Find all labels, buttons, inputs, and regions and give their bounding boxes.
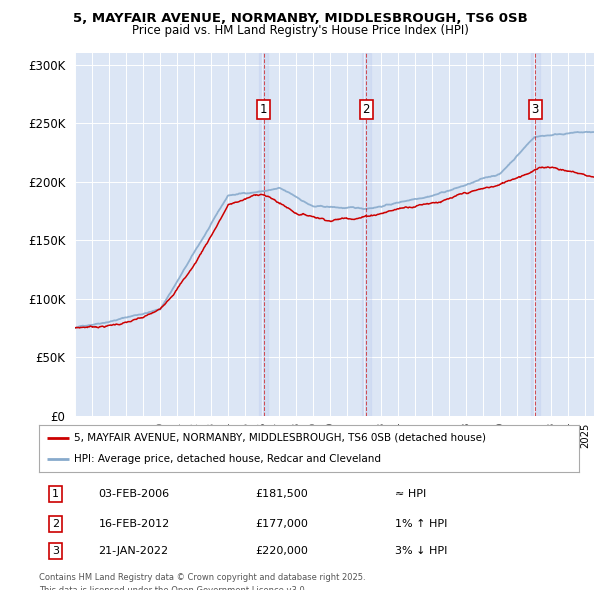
Text: ≈ HPI: ≈ HPI — [395, 489, 427, 499]
Text: 1: 1 — [52, 489, 59, 499]
Text: 2: 2 — [362, 103, 370, 116]
Text: 5, MAYFAIR AVENUE, NORMANBY, MIDDLESBROUGH, TS6 0SB (detached house): 5, MAYFAIR AVENUE, NORMANBY, MIDDLESBROU… — [74, 432, 486, 442]
Text: HPI: Average price, detached house, Redcar and Cleveland: HPI: Average price, detached house, Redc… — [74, 454, 381, 464]
Text: 3: 3 — [52, 546, 59, 556]
Text: 03-FEB-2006: 03-FEB-2006 — [98, 489, 170, 499]
Text: Contains HM Land Registry data © Crown copyright and database right 2025.
This d: Contains HM Land Registry data © Crown c… — [39, 573, 365, 590]
Text: £220,000: £220,000 — [255, 546, 308, 556]
Bar — [362, 53, 371, 416]
Text: 16-FEB-2012: 16-FEB-2012 — [98, 519, 170, 529]
Text: 3% ↓ HPI: 3% ↓ HPI — [395, 546, 448, 556]
Text: 1: 1 — [260, 103, 268, 116]
Text: 1% ↑ HPI: 1% ↑ HPI — [395, 519, 448, 529]
Text: 2: 2 — [52, 519, 59, 529]
Text: £181,500: £181,500 — [255, 489, 308, 499]
Text: 21-JAN-2022: 21-JAN-2022 — [98, 546, 169, 556]
Text: Price paid vs. HM Land Registry's House Price Index (HPI): Price paid vs. HM Land Registry's House … — [131, 24, 469, 37]
Bar — [259, 53, 268, 416]
Text: 5, MAYFAIR AVENUE, NORMANBY, MIDDLESBROUGH, TS6 0SB: 5, MAYFAIR AVENUE, NORMANBY, MIDDLESBROU… — [73, 12, 527, 25]
Bar — [531, 53, 539, 416]
Text: 3: 3 — [532, 103, 539, 116]
Text: £177,000: £177,000 — [255, 519, 308, 529]
